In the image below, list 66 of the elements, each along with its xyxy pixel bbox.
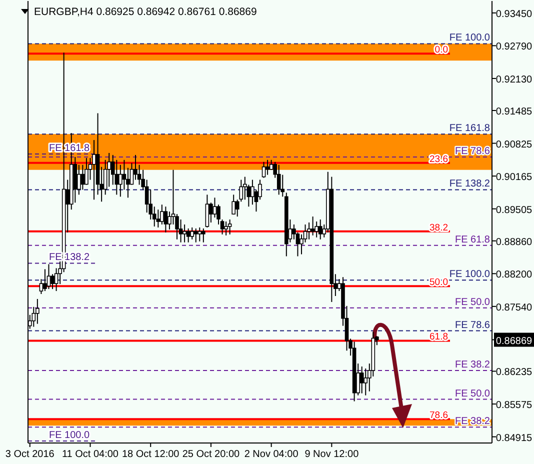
candlestick: [186, 228, 190, 243]
y-tick-label: 0.93450: [496, 8, 533, 20]
candlestick: [318, 219, 322, 240]
candlestick: [205, 194, 210, 228]
candlestick: [198, 226, 202, 242]
ref-line-label: FE 100.0: [449, 269, 490, 280]
text: EURGBP,H4 0.86925 0.86942 0.86761 0.86869: [34, 6, 257, 18]
candlestick: [276, 164, 281, 196]
ref-line-label: FE 61.8: [454, 234, 490, 246]
candlestick: [190, 226, 194, 240]
candlestick: [266, 159, 270, 176]
y-tick-label: 0.88200: [496, 270, 533, 281]
x-tick-label: 2 Nov 04:00: [244, 449, 299, 460]
y-tick-label: 0.88860: [496, 236, 533, 248]
y-tick-label: 0.92790: [496, 42, 533, 53]
candlestick: [46, 264, 51, 290]
x-tick-label: 9 Nov 12:00: [304, 449, 360, 460]
candlestick: [92, 140, 96, 200]
annotation: FE 100.0: [49, 430, 90, 442]
ref-line-label: FE 138.2: [449, 178, 490, 190]
candlestick: [80, 164, 85, 190]
candlestick: [212, 197, 217, 218]
candlestick: [232, 194, 236, 216]
ref-line-label: FE 100.0: [449, 32, 490, 44]
candlestick: [50, 274, 54, 290]
ref-line-label: FE 78.6: [454, 146, 490, 157]
candlestick: [228, 219, 232, 235]
y-tick-label: 0.84915: [496, 432, 533, 444]
y-tick-label: 0.91485: [496, 106, 533, 118]
ref-line-label: FE 78.6: [454, 320, 490, 331]
x-tick-label: 3 Oct 2016: [5, 449, 55, 460]
y-tick-label: 0.90825: [496, 139, 533, 150]
candlestick: [164, 206, 168, 233]
x-tick-label: 18 Oct 12:00: [122, 449, 180, 460]
y-tick-label: 0.87540: [496, 302, 533, 314]
x-tick-label: 11 Oct 04:00: [62, 449, 119, 460]
candlestick: [36, 298, 40, 324]
candlestick: [77, 164, 81, 196]
x-tick-label: 25 Oct 20:00: [182, 449, 240, 460]
annotation: 61.8: [430, 332, 448, 343]
y-tick-label: 0.86235: [496, 367, 533, 378]
annotation: 23.6: [430, 154, 448, 165]
candlestick: [114, 159, 119, 196]
candlestick: [156, 209, 160, 228]
ref-line-label: FE 38.2: [454, 416, 490, 428]
candlestick: [307, 222, 311, 240]
candlestick: [360, 366, 364, 394]
candlestick: [224, 221, 228, 236]
y-tick-label: 0.89505: [496, 204, 533, 216]
candlestick: [310, 216, 315, 236]
ref-line-label: FE 38.2: [454, 359, 490, 370]
candlestick: [262, 161, 266, 178]
ref-line-label: FE 50.0: [454, 296, 490, 308]
y-tick-label: 0.92130: [496, 74, 533, 86]
candlestick: [118, 164, 122, 198]
candlestick: [160, 204, 164, 225]
annotation: 38.2: [430, 222, 448, 234]
y-tick-label: 0.86869: [496, 336, 533, 347]
candlestick: [202, 228, 206, 243]
ref-line-label: FE 50.0: [454, 388, 490, 400]
ref-line-label: FE 161.8: [449, 123, 490, 134]
y-tick-label: 0.90165: [496, 172, 533, 184]
y-tick-label: 0.85575: [496, 400, 533, 412]
candlestick: [182, 224, 186, 243]
candlestick: [84, 157, 88, 186]
candlestick: [194, 228, 198, 243]
